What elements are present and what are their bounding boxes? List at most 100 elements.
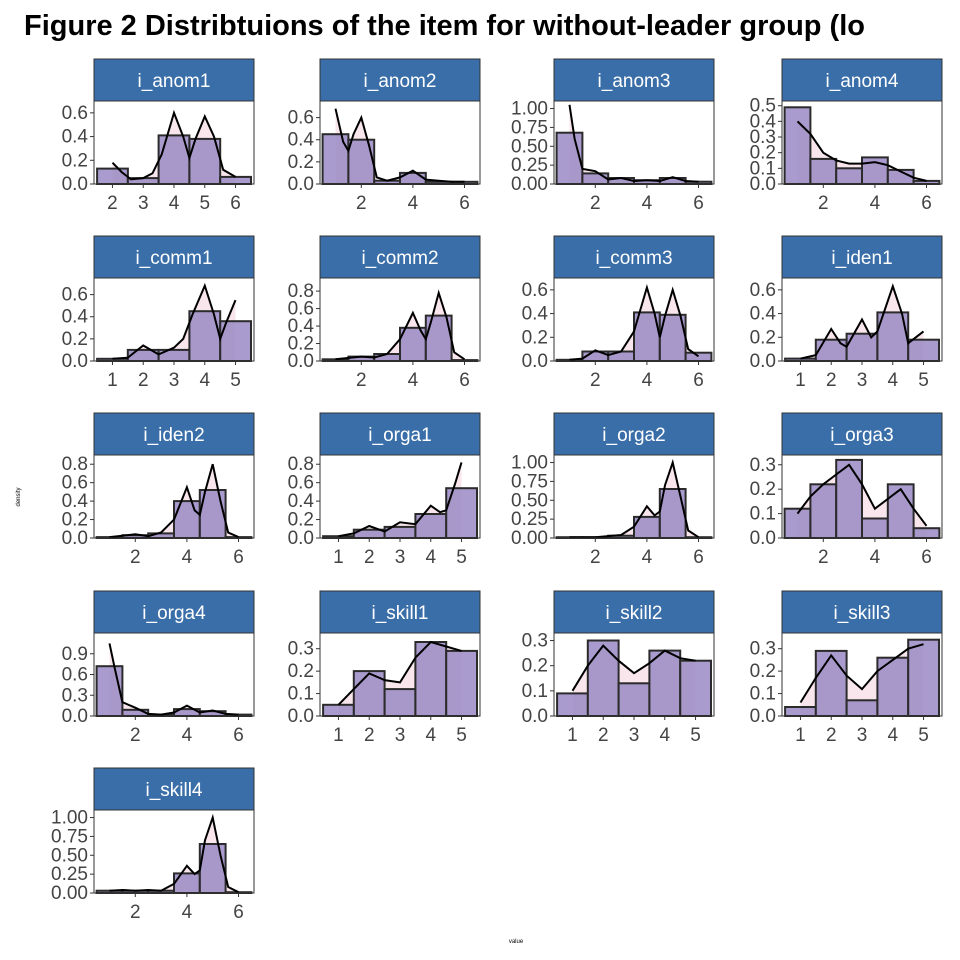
y-tick-label: 0.6 — [62, 665, 88, 686]
y-tick-label: 0.2 — [522, 327, 548, 348]
x-tick-label: 5 — [918, 725, 929, 746]
histogram-bar — [188, 137, 222, 185]
facet-strip-label: i_orga3 — [830, 425, 893, 446]
x-tick-label: 5 — [456, 547, 467, 568]
histogram-bar — [607, 350, 636, 362]
x-tick-label: 1 — [795, 370, 806, 391]
x-tick-label: 3 — [138, 193, 149, 214]
y-tick-label: 0.6 — [288, 108, 314, 129]
y-tick-label: 0.0 — [288, 351, 314, 372]
facet-i-orga2: i_orga2 0.000.250.500.751.00 2 4 6 — [511, 412, 715, 568]
histogram-bar — [783, 106, 812, 185]
facet-strip-label: i_comm1 — [135, 248, 212, 269]
y-tick-label: 0.2 — [750, 327, 776, 348]
x-tick-label: 5 — [918, 370, 929, 391]
y-tick-label: 1.00 — [511, 453, 548, 474]
x-tick-label: 2 — [356, 370, 367, 391]
y-tick-label: 0.00 — [511, 174, 548, 195]
facet-i-anom4: i_anom4 0.00.10.20.30.40.5 2 4 6 — [750, 58, 943, 214]
facet-strip — [553, 58, 715, 102]
x-tick-label: 4 — [870, 193, 881, 214]
y-tick-label: 0.0 — [750, 528, 776, 549]
x-tick-label: 1 — [107, 370, 118, 391]
facet-strip — [93, 412, 255, 456]
histogram-bar — [876, 656, 910, 718]
x-tick-label: 4 — [870, 547, 881, 568]
x-tick-label: 6 — [921, 193, 932, 214]
x-tick-label: 3 — [857, 370, 868, 391]
facet-i-orga1: i_orga1 0.00.20.40.60.8 1 2 3 4 5 — [288, 412, 481, 568]
histogram-bar — [886, 483, 915, 539]
x-tick-label: 6 — [459, 370, 470, 391]
x-tick-label: 2 — [826, 370, 837, 391]
y-tick-label: 0.0 — [750, 174, 776, 195]
y-tick-label: 0.25 — [511, 155, 548, 176]
x-tick-label: 5 — [230, 370, 241, 391]
facet-strip-label: i_skill4 — [145, 780, 202, 801]
y-tick-label: 0.8 — [288, 281, 314, 302]
histogram-bar — [581, 172, 610, 185]
y-tick-label: 0.50 — [511, 490, 548, 511]
y-tick-label: 0.0 — [62, 706, 88, 727]
x-tick-label: 4 — [659, 725, 670, 746]
y-tick-label: 0.6 — [62, 285, 88, 306]
facet-i-skill3: i_skill3 0.00.10.20.3 1 2 3 4 5 — [750, 590, 943, 746]
facet-i-skill1: i_skill1 0.00.10.20.3 1 2 3 4 5 — [288, 590, 481, 746]
y-tick-label: 0.2 — [750, 479, 776, 500]
x-tick-label: 6 — [693, 370, 704, 391]
facet-strip-label: i_anom3 — [598, 71, 671, 92]
y-tick-label: 0.6 — [288, 473, 314, 494]
histogram-bar — [173, 872, 201, 895]
y-tick-label: 0.3 — [750, 127, 776, 148]
x-tick-label: 4 — [887, 370, 898, 391]
facet-strip-label: i_anom4 — [826, 71, 899, 92]
x-tick-label: 2 — [590, 370, 601, 391]
x-tick-label: 2 — [130, 547, 141, 568]
histogram-bar — [835, 167, 864, 186]
y-tick-label: 0.1 — [522, 681, 548, 702]
x-tick-label: 3 — [857, 725, 868, 746]
density-line — [568, 104, 699, 183]
x-tick-label: 2 — [818, 193, 829, 214]
histogram-bar — [907, 638, 941, 718]
x-tick-label: 6 — [233, 902, 244, 923]
density-line — [337, 640, 462, 706]
y-tick-label: 0.0 — [288, 706, 314, 727]
histogram-bar — [912, 527, 941, 540]
facet-i-iden2: i_iden2 0.00.20.40.60.8 2 4 6 — [62, 412, 255, 568]
x-tick-label: 6 — [233, 547, 244, 568]
y-tick-label: 0.0 — [62, 351, 88, 372]
x-tick-label: 4 — [425, 725, 436, 746]
y-tick-label: 0.2 — [62, 150, 88, 171]
y-tick-label: 1.00 — [51, 808, 88, 829]
histogram-bar — [617, 682, 651, 717]
facet-strip-label: i_anom2 — [364, 71, 437, 92]
histogram-bar — [586, 639, 620, 717]
x-tick-label: 1 — [333, 547, 344, 568]
y-tick-label: 0.0 — [522, 351, 548, 372]
density-line — [796, 120, 927, 182]
y-tick-label: 0.4 — [288, 316, 315, 337]
histogram-bar — [445, 649, 479, 718]
x-tick-label: 3 — [169, 370, 180, 391]
x-tick-label: 6 — [459, 193, 470, 214]
x-tick-label: 4 — [182, 547, 193, 568]
facet-strip-label: i_comm2 — [361, 248, 438, 269]
x-tick-label: 2 — [364, 725, 375, 746]
density-line — [334, 108, 465, 183]
facet-i-orga3: i_orga3 0.0 0.1 0.2 0.3 2 4 6 — [750, 412, 943, 568]
density-line — [112, 282, 237, 360]
histogram-bar — [907, 338, 941, 363]
x-tick-label: 6 — [233, 725, 244, 746]
y-tick-label: 0.50 — [511, 136, 548, 157]
facet-strip — [319, 590, 481, 634]
facet-strip — [93, 58, 255, 102]
histogram-bar — [322, 703, 355, 717]
y-axis-title: density — [16, 487, 22, 506]
facet-strip — [319, 58, 481, 102]
density-line — [335, 289, 466, 361]
y-tick-label: 0.4 — [62, 307, 89, 328]
x-axis-title: value — [509, 939, 524, 945]
